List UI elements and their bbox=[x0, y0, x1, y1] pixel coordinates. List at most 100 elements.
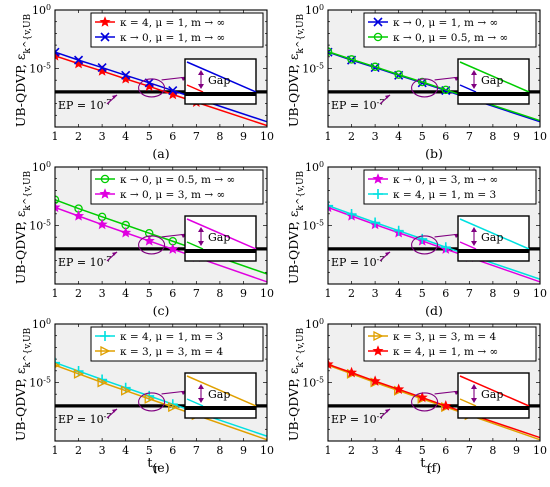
y-tick-label-superscript: -5 bbox=[316, 61, 324, 70]
threshold-label-part: EP = 10 bbox=[331, 99, 377, 112]
y-tick-label: 100 bbox=[305, 3, 324, 18]
y-tick-label-part: 10 bbox=[32, 318, 46, 331]
inset-threshold bbox=[458, 249, 529, 253]
x-tick-label: 7 bbox=[466, 444, 473, 457]
threshold-label: EP = 10-7 bbox=[331, 411, 384, 426]
legend: κ = 3, μ = 3, m = 4κ = 4, μ = 1, m → ∞ bbox=[364, 327, 536, 361]
inset-zoom: Gap bbox=[185, 373, 256, 418]
y-axis-label-subscript: k^{v,UB bbox=[296, 13, 306, 53]
y-tick-label-part: 10 bbox=[305, 161, 319, 174]
x-tick-label: 4 bbox=[395, 287, 402, 300]
legend-entry: κ = 4, μ = 1, m = 3 bbox=[393, 189, 496, 201]
x-tick-label: 10 bbox=[260, 444, 274, 457]
x-tick-label: 3 bbox=[99, 287, 106, 300]
gap-label: Gap bbox=[481, 388, 503, 401]
y-tick-label-superscript: 0 bbox=[319, 317, 324, 326]
x-tick-label: 3 bbox=[99, 444, 106, 457]
legend-entry: κ = 4, μ = 1, m = 3 bbox=[120, 331, 223, 343]
y-tick-label-part: 10 bbox=[305, 4, 319, 17]
legend: κ → 0, μ = 1, m → ∞ κ → 0, μ = 0.5, m → ∞ bbox=[364, 13, 536, 47]
inset-threshold bbox=[185, 92, 256, 96]
threshold-label: EP = 10-7 bbox=[331, 97, 384, 112]
y-tick-label: 10-5 bbox=[302, 61, 324, 76]
y-tick-label-part: 10 bbox=[29, 220, 43, 233]
y-tick-label-part: 10 bbox=[32, 4, 46, 17]
chart-panel-f: 1 2 3 4 5 6 7 8 9 1010010-5EP = 10-7Gapκ = 3, μ =… bbox=[286, 317, 550, 476]
x-tick-label: 4 bbox=[395, 130, 402, 143]
x-axis-label-subscript: T bbox=[426, 465, 433, 476]
x-tick-label: 4 bbox=[122, 444, 129, 457]
x-tick-label: 6 bbox=[169, 130, 176, 143]
y-tick-label-part: 10 bbox=[32, 161, 46, 174]
y-tick-label-part: 10 bbox=[29, 63, 43, 76]
y-tick-label: 100 bbox=[32, 317, 51, 332]
y-tick-label-part: 10 bbox=[29, 377, 43, 390]
x-tick-label: 6 bbox=[442, 130, 449, 143]
x-tick-label: 8 bbox=[489, 444, 496, 457]
inset-zoom: Gap bbox=[458, 373, 529, 418]
inset-zoom: Gap bbox=[458, 59, 529, 104]
inset-threshold bbox=[185, 249, 256, 253]
x-tick-label: 8 bbox=[216, 287, 223, 300]
panel-label: (c) bbox=[153, 303, 170, 318]
x-tick-label: 8 bbox=[489, 287, 496, 300]
x-tick-label: 9 bbox=[513, 444, 520, 457]
x-tick-label: 4 bbox=[122, 130, 129, 143]
y-tick-label: 10-5 bbox=[29, 375, 51, 390]
x-tick-label: 6 bbox=[169, 287, 176, 300]
x-tick-label: 1 bbox=[325, 444, 332, 457]
x-tick-label: 2 bbox=[75, 130, 82, 143]
threshold-label-part: EP = 10 bbox=[331, 413, 377, 426]
threshold-label-superscript: -7 bbox=[104, 411, 112, 420]
x-tick-label: 7 bbox=[466, 287, 473, 300]
x-tick-label: 7 bbox=[193, 130, 200, 143]
x-tick-label: 7 bbox=[466, 130, 473, 143]
legend-entry: κ → 0, μ = 3, m → ∞ bbox=[393, 174, 498, 186]
legend-entry: κ → 0, μ = 0.5, m → ∞ bbox=[393, 32, 508, 44]
legend-entry: κ = 4, μ = 1, m → ∞ bbox=[120, 17, 225, 29]
x-tick-label: 1 bbox=[52, 287, 59, 300]
x-tick-label: 5 bbox=[419, 287, 426, 300]
y-tick-label: 100 bbox=[305, 317, 324, 332]
y-axis-label-part: UB-QDVP, ε bbox=[286, 368, 301, 442]
y-axis-label-subscript: k^{v,UB bbox=[23, 13, 33, 53]
gap-label: Gap bbox=[208, 388, 230, 401]
y-tick-label: 100 bbox=[32, 3, 51, 18]
y-tick-label-part: 10 bbox=[302, 63, 316, 76]
x-tick-label: 9 bbox=[513, 287, 520, 300]
y-axis-label-subscript: k^{v,UB bbox=[23, 170, 33, 210]
threshold-label: EP = 10-7 bbox=[58, 97, 111, 112]
x-tick-label: 10 bbox=[260, 130, 274, 143]
gap-label: Gap bbox=[481, 231, 503, 244]
y-tick-label: 10-5 bbox=[29, 61, 51, 76]
threshold-label: EP = 10-7 bbox=[58, 411, 111, 426]
x-tick-label: 9 bbox=[240, 130, 247, 143]
x-tick-label: 9 bbox=[240, 444, 247, 457]
panel-label: (b) bbox=[425, 146, 443, 161]
threshold-label-superscript: -7 bbox=[377, 97, 385, 106]
threshold-label-superscript: -7 bbox=[104, 254, 112, 263]
y-tick-label: 100 bbox=[305, 160, 324, 175]
y-tick-label-superscript: -5 bbox=[43, 61, 51, 70]
y-axis-label-subscript: k^{v,UB bbox=[23, 327, 33, 367]
x-tick-label: 7 bbox=[193, 444, 200, 457]
y-tick-label-superscript: -5 bbox=[43, 218, 51, 227]
threshold-label-superscript: -7 bbox=[377, 411, 385, 420]
legend: κ = 4, μ = 1, m = 3κ = 3, μ = 3, m = 4 bbox=[91, 327, 263, 361]
y-axis-label-part: UB-QDVP, ε bbox=[13, 211, 28, 285]
x-tick-label: 3 bbox=[372, 130, 379, 143]
y-tick-label-superscript: 0 bbox=[319, 3, 324, 12]
y-tick-label-superscript: 0 bbox=[46, 160, 51, 169]
legend-entry: κ → 0, μ = 1, m → ∞ bbox=[393, 17, 498, 29]
y-axis-label-part: UB-QDVP, ε bbox=[13, 368, 28, 442]
gap-label: Gap bbox=[208, 231, 230, 244]
x-axis-label: tT bbox=[147, 456, 159, 476]
x-tick-label: 3 bbox=[99, 130, 106, 143]
y-tick-label-superscript: -5 bbox=[316, 218, 324, 227]
x-tick-label: 1 bbox=[325, 130, 332, 143]
gap-label: Gap bbox=[208, 74, 230, 87]
x-axis-label-subscript: T bbox=[153, 465, 160, 476]
